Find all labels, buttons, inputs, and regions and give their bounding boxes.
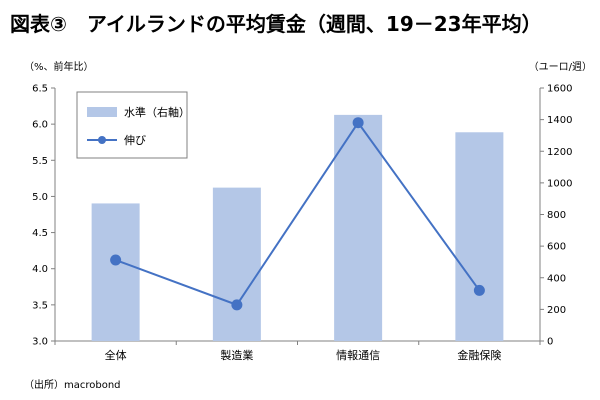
legend-label-line: 伸び	[124, 134, 146, 147]
left-tick-label: 6.0	[32, 120, 48, 131]
right-tick-label: 800	[547, 210, 566, 221]
right-tick-label: 1200	[547, 147, 572, 158]
right-tick-label: 1000	[547, 178, 572, 189]
legend-label-bar: 水準（右軸）	[124, 105, 190, 119]
legend-box	[76, 91, 188, 159]
chart-legend: 水準（右軸） 伸び	[76, 91, 190, 159]
left-tick-label: 3.5	[32, 300, 48, 311]
category-label: 金融保険	[457, 348, 501, 362]
right-tick-label: 200	[547, 305, 566, 316]
chart-title: 図表③ アイルランドの平均賃金（週間、19－23年平均）	[10, 12, 542, 36]
right-axis-unit: （ユーロ/週）	[528, 62, 592, 73]
right-tick-label: 600	[547, 242, 566, 253]
left-tick-label: 5.0	[32, 192, 48, 203]
legend-bar-swatch	[87, 107, 117, 117]
chart-axes: 3.0 3.5 4.0 4.5 5.0 5.5 6.0 6.5 0 200 400 600 800 100…	[32, 84, 572, 363]
bar-series	[91, 114, 504, 341]
line-point	[231, 299, 243, 311]
category-label: 全体	[105, 348, 127, 362]
category-label: 情報通信	[336, 349, 380, 362]
right-tick-label: 400	[547, 273, 566, 284]
left-tick-label: 6.5	[32, 84, 48, 95]
right-tick-label: 1600	[547, 84, 572, 95]
bar	[334, 114, 383, 341]
bar	[212, 187, 261, 341]
left-tick-label: 3.0	[32, 337, 48, 348]
right-tick-label: 1400	[547, 115, 572, 126]
line-point	[110, 254, 122, 266]
line-series	[110, 117, 485, 311]
bar	[455, 132, 504, 341]
category-label: 製造業	[220, 348, 253, 362]
left-tick-label: 4.5	[32, 228, 48, 239]
left-axis-unit: （%、前年比）	[24, 62, 94, 73]
legend-line-marker	[98, 136, 106, 144]
left-tick-label: 5.5	[32, 156, 48, 167]
source-note: （出所）macrobond	[24, 380, 121, 391]
left-tick-label: 4.0	[32, 264, 48, 275]
line-point	[473, 284, 485, 296]
right-tick-label: 0	[547, 337, 553, 348]
bar	[91, 203, 140, 341]
line-point	[352, 117, 364, 129]
growth-line	[115, 120, 481, 307]
